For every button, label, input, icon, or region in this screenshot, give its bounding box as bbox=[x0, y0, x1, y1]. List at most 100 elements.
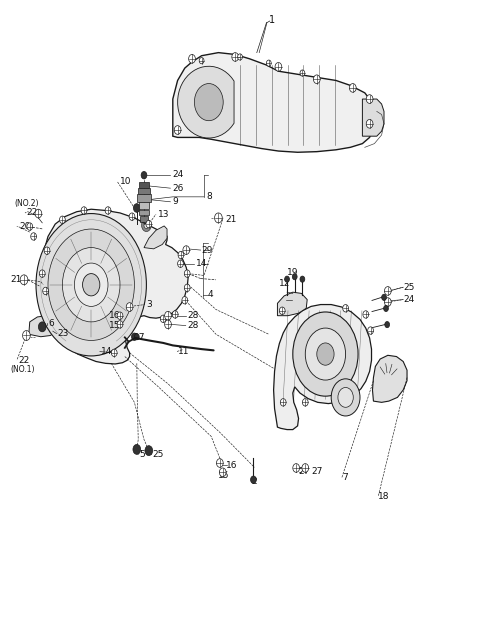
Circle shape bbox=[293, 312, 358, 396]
Text: 19: 19 bbox=[287, 268, 299, 277]
Polygon shape bbox=[29, 316, 58, 337]
Text: 2: 2 bbox=[252, 477, 257, 486]
Circle shape bbox=[317, 343, 334, 365]
Circle shape bbox=[266, 60, 271, 66]
Circle shape bbox=[216, 459, 223, 467]
Text: 9: 9 bbox=[173, 197, 179, 206]
Polygon shape bbox=[173, 53, 374, 152]
Circle shape bbox=[43, 287, 48, 295]
Circle shape bbox=[36, 214, 146, 356]
Text: 27: 27 bbox=[299, 467, 310, 476]
Text: 25: 25 bbox=[153, 450, 164, 459]
Circle shape bbox=[83, 274, 100, 296]
Circle shape bbox=[174, 126, 181, 134]
Text: 1: 1 bbox=[269, 15, 275, 25]
Circle shape bbox=[27, 223, 33, 230]
Circle shape bbox=[35, 209, 42, 218]
Circle shape bbox=[302, 464, 309, 472]
Text: 16: 16 bbox=[226, 461, 237, 470]
Text: 22: 22 bbox=[18, 356, 29, 365]
Circle shape bbox=[23, 331, 30, 340]
Circle shape bbox=[384, 287, 391, 295]
Circle shape bbox=[232, 53, 239, 61]
Text: 8: 8 bbox=[206, 193, 212, 201]
Bar bbox=[139, 202, 149, 209]
Circle shape bbox=[189, 54, 195, 63]
Circle shape bbox=[62, 248, 120, 322]
Polygon shape bbox=[274, 305, 372, 430]
Circle shape bbox=[178, 251, 184, 259]
Polygon shape bbox=[362, 99, 384, 136]
Text: 21: 21 bbox=[11, 275, 22, 284]
Circle shape bbox=[343, 305, 348, 312]
Text: 10: 10 bbox=[120, 178, 132, 186]
Circle shape bbox=[38, 322, 46, 332]
Circle shape bbox=[165, 320, 171, 329]
Circle shape bbox=[126, 303, 133, 311]
Circle shape bbox=[182, 297, 188, 304]
Circle shape bbox=[194, 84, 223, 121]
Wedge shape bbox=[142, 222, 151, 232]
Circle shape bbox=[141, 171, 147, 179]
Circle shape bbox=[44, 247, 50, 254]
Text: 26: 26 bbox=[173, 184, 184, 193]
Circle shape bbox=[134, 334, 139, 340]
Polygon shape bbox=[372, 355, 407, 402]
Polygon shape bbox=[178, 66, 234, 138]
Text: 28: 28 bbox=[187, 321, 199, 330]
Bar bbox=[137, 194, 151, 202]
Circle shape bbox=[331, 379, 360, 416]
Circle shape bbox=[305, 328, 346, 380]
Circle shape bbox=[338, 387, 353, 407]
Bar bbox=[139, 182, 149, 188]
Circle shape bbox=[300, 70, 305, 76]
Text: (NO.2): (NO.2) bbox=[14, 199, 39, 207]
Circle shape bbox=[293, 464, 300, 472]
Text: 13: 13 bbox=[158, 210, 170, 219]
Circle shape bbox=[219, 468, 226, 477]
Circle shape bbox=[60, 216, 65, 223]
Text: 27: 27 bbox=[311, 467, 323, 476]
Circle shape bbox=[74, 263, 108, 306]
Circle shape bbox=[382, 294, 386, 300]
Circle shape bbox=[184, 284, 190, 292]
Circle shape bbox=[275, 63, 282, 71]
Circle shape bbox=[111, 349, 117, 357]
Circle shape bbox=[183, 246, 190, 254]
Circle shape bbox=[178, 260, 183, 267]
Text: 12: 12 bbox=[279, 279, 291, 288]
Circle shape bbox=[366, 119, 373, 128]
Polygon shape bbox=[277, 292, 307, 316]
Text: 24: 24 bbox=[173, 170, 184, 179]
Circle shape bbox=[280, 399, 286, 406]
Text: 17: 17 bbox=[134, 334, 146, 342]
Circle shape bbox=[31, 233, 36, 240]
Circle shape bbox=[117, 312, 123, 319]
Circle shape bbox=[300, 276, 305, 282]
Text: 14: 14 bbox=[196, 259, 207, 268]
Text: 4: 4 bbox=[208, 290, 214, 299]
Circle shape bbox=[385, 321, 390, 327]
Circle shape bbox=[129, 213, 135, 220]
Text: 21: 21 bbox=[226, 215, 237, 223]
Text: (NO.1): (NO.1) bbox=[11, 365, 35, 374]
Circle shape bbox=[384, 298, 391, 306]
Text: 18: 18 bbox=[378, 492, 390, 501]
Text: 6: 6 bbox=[48, 319, 54, 327]
Circle shape bbox=[285, 276, 289, 282]
Text: 23: 23 bbox=[58, 329, 69, 338]
Circle shape bbox=[132, 333, 137, 340]
Circle shape bbox=[184, 270, 190, 277]
Bar bbox=[140, 216, 148, 222]
Text: 15: 15 bbox=[218, 471, 229, 480]
Circle shape bbox=[39, 270, 45, 277]
Circle shape bbox=[160, 315, 166, 322]
Bar bbox=[138, 188, 150, 194]
Text: 16: 16 bbox=[109, 311, 121, 320]
Circle shape bbox=[133, 444, 141, 454]
Circle shape bbox=[302, 399, 308, 406]
Circle shape bbox=[105, 207, 111, 214]
Text: 25: 25 bbox=[403, 283, 415, 292]
Circle shape bbox=[117, 321, 123, 328]
Text: 22: 22 bbox=[26, 209, 37, 217]
